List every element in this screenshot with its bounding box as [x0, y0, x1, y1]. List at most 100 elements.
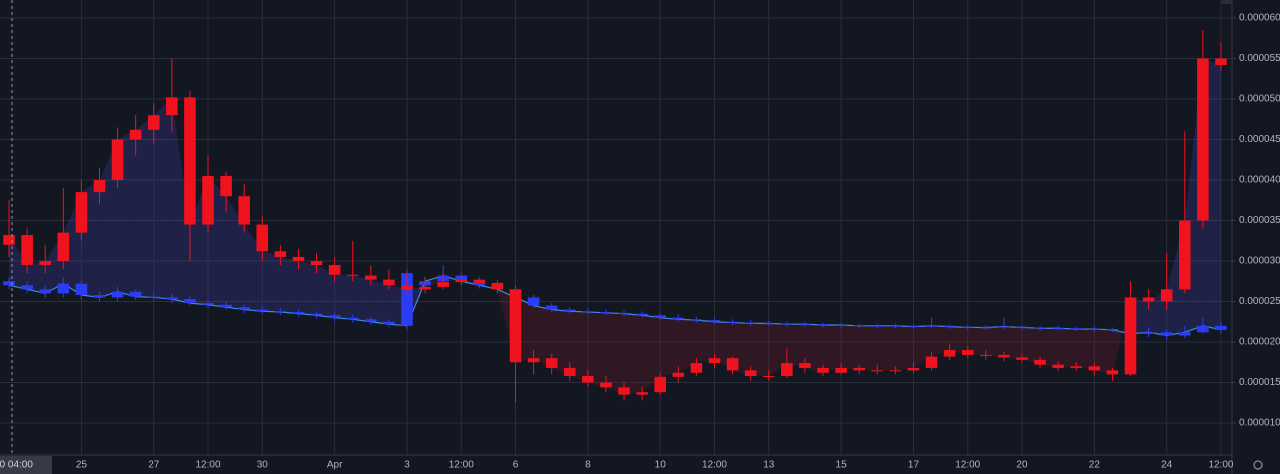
candle-body	[220, 175, 232, 197]
candle-body	[238, 307, 250, 310]
candle-body	[907, 367, 920, 371]
x-tick-label: 12:00	[195, 460, 220, 471]
candle-body	[799, 363, 811, 368]
candle-body	[889, 370, 902, 372]
candle-body	[672, 372, 685, 377]
x-tick-label: Apr	[327, 460, 343, 471]
candle-body	[600, 312, 612, 314]
x-tick-label: 17	[908, 460, 920, 471]
candle-body	[618, 312, 630, 314]
candle-body	[1215, 58, 1227, 65]
spread-area	[877, 325, 896, 371]
candle-body	[3, 281, 15, 286]
candle-body	[346, 317, 359, 320]
y-tick-label: 0.00004000	[1239, 175, 1280, 186]
candle-body	[184, 97, 196, 225]
candle-body	[636, 313, 648, 316]
candle-body	[57, 232, 70, 261]
spread-area	[786, 324, 805, 368]
x-tick-label: 24	[1161, 460, 1173, 471]
candle-body	[654, 376, 667, 393]
candle-body	[111, 139, 124, 180]
candle-body	[147, 296, 160, 298]
spread-area	[804, 324, 824, 373]
spread-area	[750, 323, 769, 377]
candle-body	[437, 282, 449, 287]
candle-body	[943, 325, 956, 327]
candle-body	[708, 358, 721, 364]
candle-body	[1142, 297, 1155, 302]
crosshair-label-box	[0, 456, 52, 474]
candle-body	[853, 367, 865, 371]
candle-body	[817, 367, 829, 373]
candle-body	[925, 325, 938, 327]
candle-body	[238, 196, 250, 225]
candle-body	[781, 323, 793, 325]
candle-body	[1088, 366, 1101, 371]
candle-body	[726, 321, 739, 323]
candle-body	[147, 115, 160, 130]
y-tick-label: 0.00006000	[1239, 13, 1280, 24]
candle-body	[256, 224, 269, 252]
x-tick-label: 25	[76, 460, 88, 471]
candle-body	[184, 299, 196, 304]
x-tick-label: 15	[836, 460, 848, 471]
candle-body	[310, 260, 323, 266]
candle-body	[690, 319, 703, 321]
y-tick-label: 0.00001500	[1239, 377, 1280, 388]
x-tick-label: 27	[148, 460, 160, 471]
candle-body	[256, 309, 269, 312]
spread-area	[1040, 328, 1059, 368]
candle-body	[871, 370, 884, 372]
spread-area	[153, 97, 172, 300]
candle-body	[401, 273, 413, 326]
candle-body	[129, 129, 142, 140]
candle-body	[980, 354, 992, 356]
candle-body	[527, 297, 540, 306]
candle-body	[365, 275, 377, 280]
spread-area	[352, 275, 371, 322]
spread-area	[533, 305, 552, 368]
candle-body	[744, 370, 757, 377]
spread-area	[1094, 329, 1113, 375]
candle-body	[3, 235, 15, 245]
candle-body	[274, 311, 287, 313]
candle-body	[998, 354, 1010, 358]
candle-body	[75, 283, 88, 296]
spread-area	[298, 260, 317, 316]
candle-body	[708, 320, 721, 322]
candle-body	[726, 358, 739, 371]
spread-area	[605, 312, 625, 395]
candle-body	[166, 97, 178, 116]
candle-body	[690, 363, 703, 373]
x-tick-label: 6	[513, 460, 519, 471]
candle-body	[292, 256, 305, 261]
candle-body	[292, 312, 305, 314]
candle-body	[835, 367, 847, 373]
add-button[interactable]	[1222, 0, 1232, 4]
settings-icon[interactable]	[1253, 460, 1263, 470]
spread-area	[624, 313, 643, 395]
candle-body	[21, 285, 33, 290]
candle-body	[365, 319, 377, 322]
candles	[3, 30, 1227, 403]
y-tick-label: 0.00004500	[1239, 134, 1280, 145]
x-tick-label: 10	[655, 460, 667, 471]
candle-body	[943, 350, 956, 357]
candle-body	[473, 279, 486, 283]
candle-body	[545, 305, 558, 310]
spread-area	[768, 323, 787, 377]
x-tick-label: 12:00	[702, 460, 727, 471]
candle-body	[817, 324, 829, 326]
spread-area	[678, 319, 697, 373]
candle-body	[129, 291, 142, 297]
candle-body	[563, 367, 576, 377]
candle-body	[781, 363, 793, 377]
candle-body	[980, 327, 992, 329]
candle-body	[998, 326, 1010, 328]
candle-body	[1124, 297, 1137, 375]
candle-body	[545, 358, 558, 368]
candle-body	[762, 323, 775, 325]
x-tick-label: 12:00	[1208, 460, 1233, 471]
